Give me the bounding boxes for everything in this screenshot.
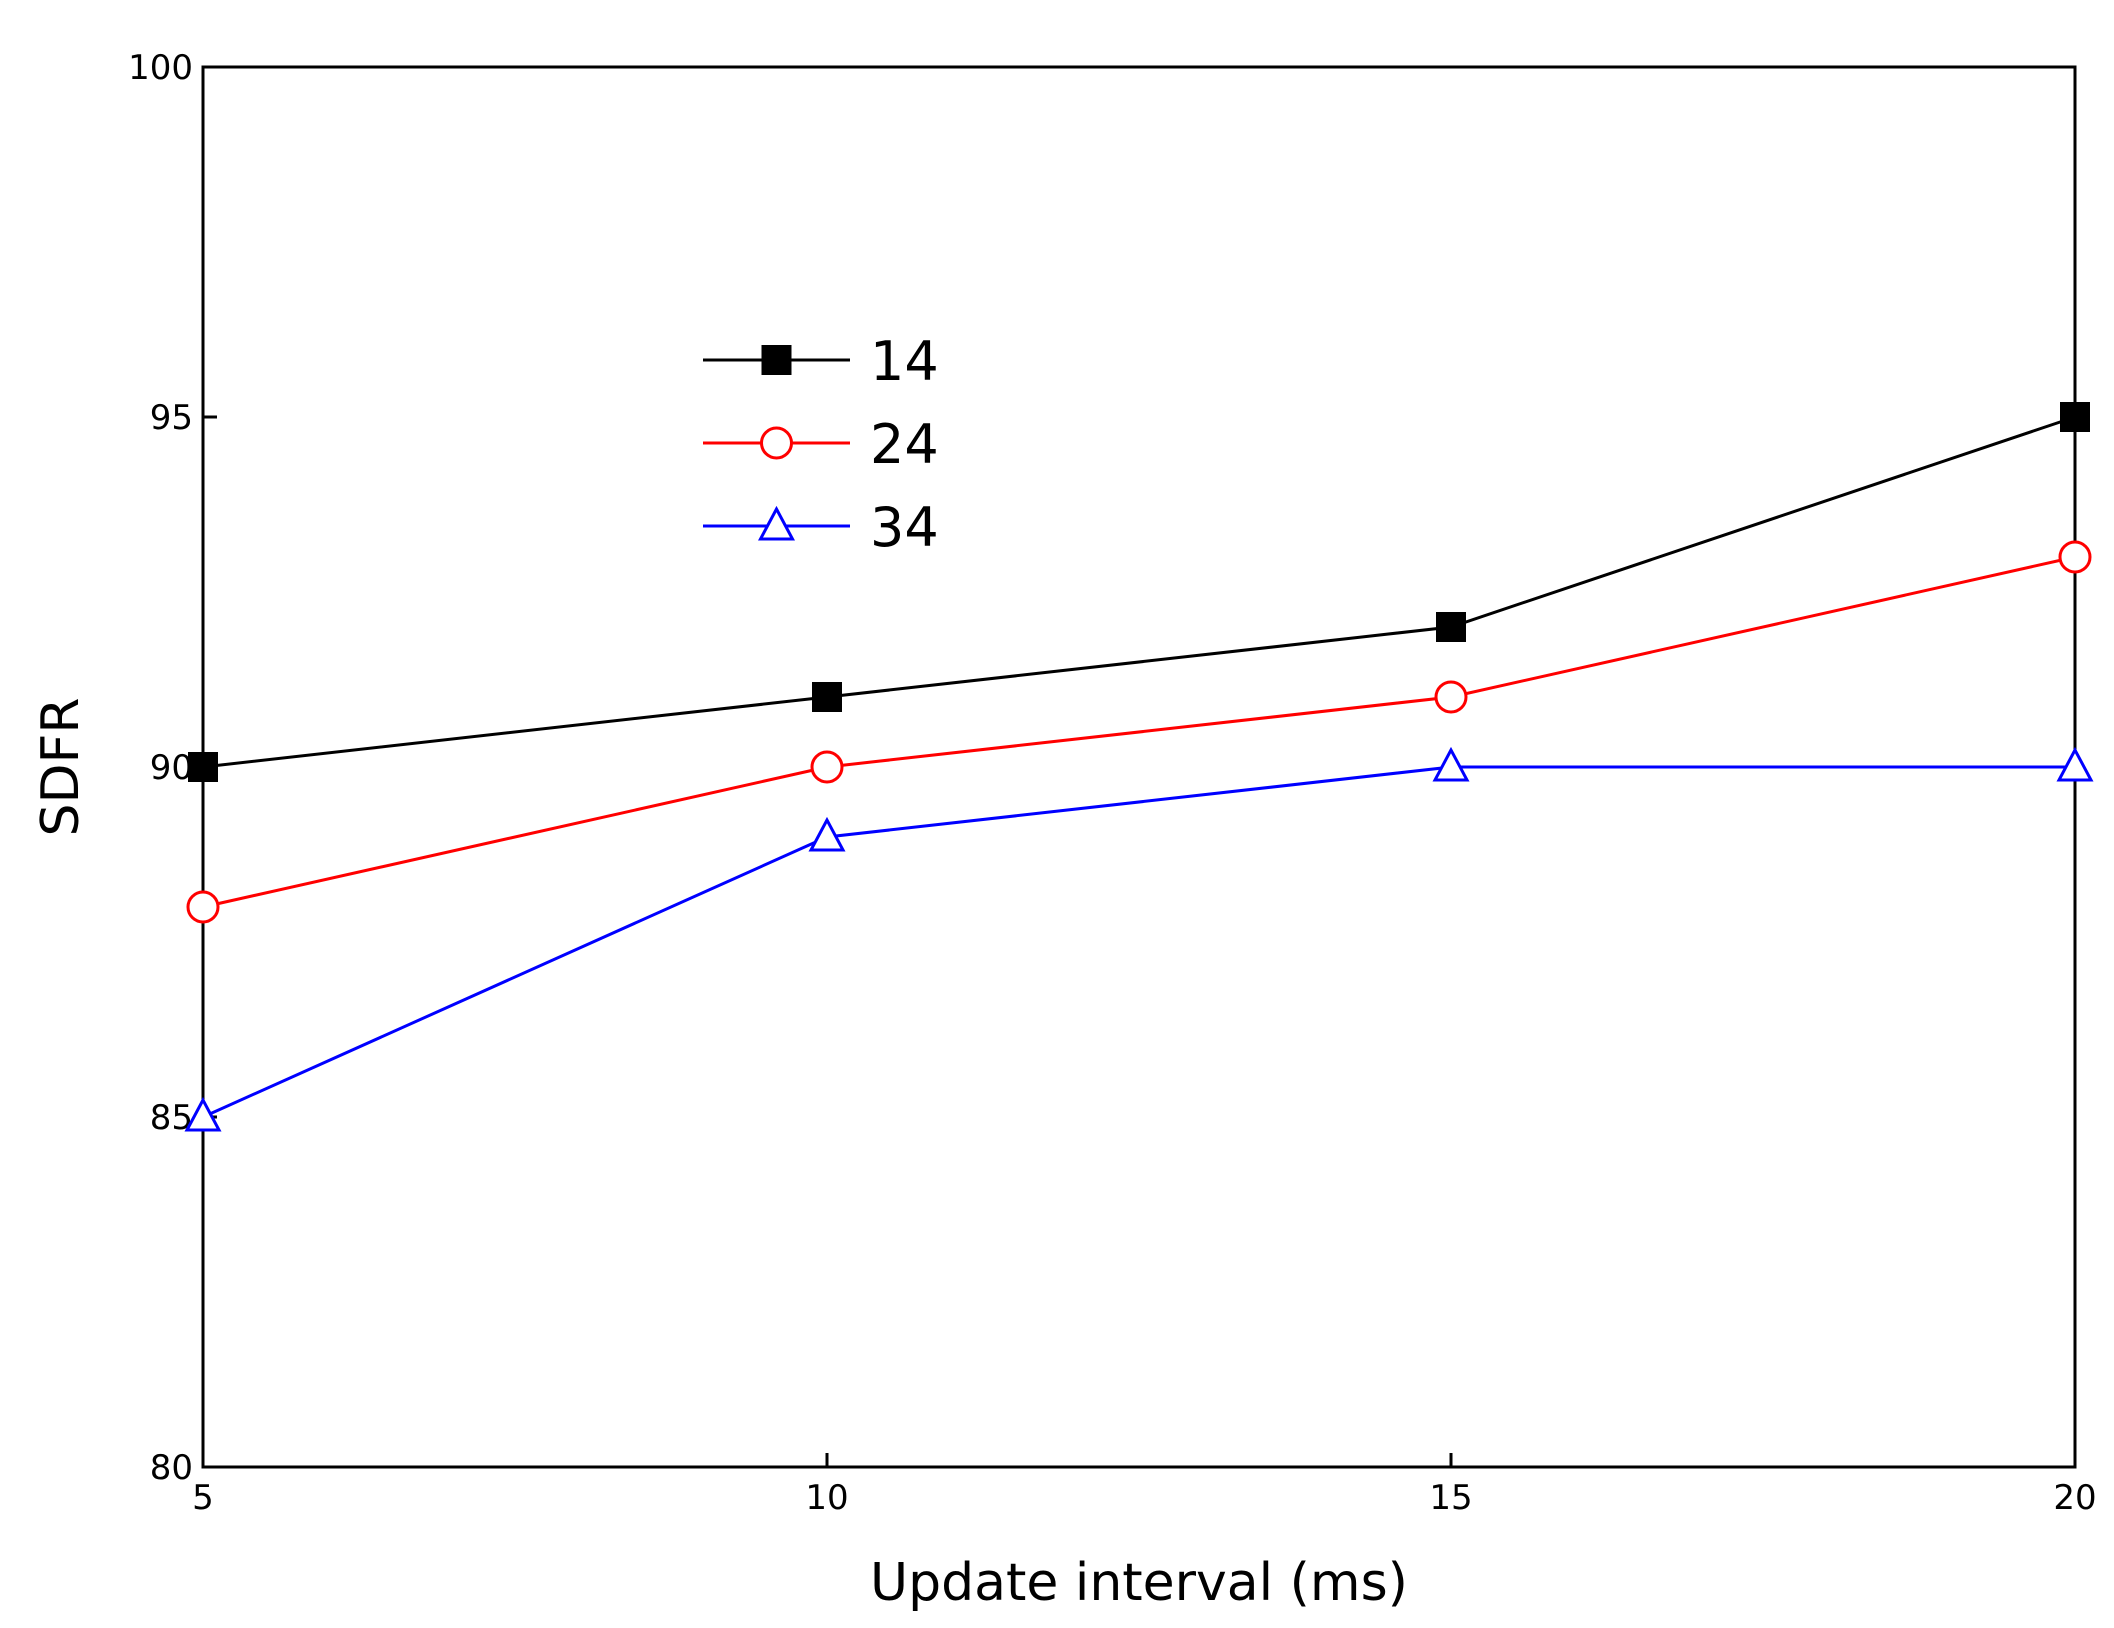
series-24-line <box>202 555 2076 909</box>
x-tick-label: 20 <box>2053 1478 2096 1518</box>
x-tick-label: 10 <box>805 1478 848 1518</box>
y-tick-label: 80 <box>150 1448 193 1488</box>
series-34-point <box>1432 746 1470 782</box>
series-14-point <box>812 682 842 712</box>
series-14-point <box>188 752 218 782</box>
y-tick-label: 100 <box>128 48 193 88</box>
legend-34-label: 34 <box>870 496 939 559</box>
series-14-point <box>2060 402 2090 432</box>
legend-14-marker <box>761 345 792 375</box>
series-24-point <box>810 750 844 784</box>
series-34-point <box>184 1096 222 1132</box>
series-14-line <box>202 415 2076 769</box>
series-24-point <box>1434 680 1468 714</box>
y-tick-label: 90 <box>150 748 193 788</box>
y-tick-label: 85 <box>150 1098 193 1138</box>
x-axis-label: Update interval (ms) <box>870 1553 1408 1613</box>
x-axis-ticks: 5 10 15 20 <box>192 1453 2097 1518</box>
series-24-point <box>2058 540 2092 574</box>
y-tick-label: 95 <box>150 398 193 438</box>
series-34-point <box>808 816 846 852</box>
series-14-point <box>1436 612 1466 642</box>
legend-24-marker <box>760 426 793 460</box>
x-tick-label: 5 <box>192 1478 214 1518</box>
series-layer <box>184 402 2094 1132</box>
y-axis-ticks: 80 85 90 95 100 <box>128 48 217 1488</box>
legend-34-marker <box>758 505 795 541</box>
x-tick-label: 15 <box>1429 1478 1472 1518</box>
series-34-line <box>202 765 2075 1119</box>
series-24-point <box>186 890 220 924</box>
series-34-point <box>2056 746 2094 782</box>
legend: 14 24 34 <box>703 330 939 559</box>
legend-14-label: 14 <box>870 330 939 393</box>
y-axis-label: SDFR <box>31 697 91 836</box>
legend-24-label: 24 <box>870 413 939 476</box>
